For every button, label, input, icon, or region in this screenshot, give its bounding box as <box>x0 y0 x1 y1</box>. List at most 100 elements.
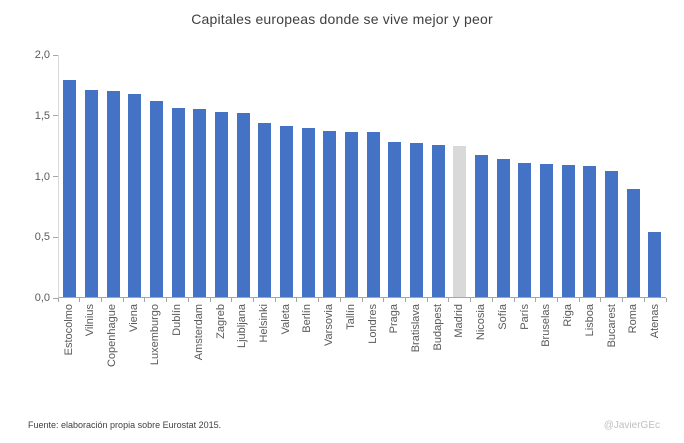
bar <box>561 165 575 297</box>
x-axis-label: Vilnius <box>84 304 97 337</box>
chart-title: Capitales europeas donde se vive mejor y… <box>191 11 493 27</box>
x-label-slot: Lisboa <box>579 304 601 400</box>
x-tick <box>665 298 667 302</box>
x-label-slot: Riga <box>558 304 580 400</box>
x-axis-label: Budapest <box>431 304 444 351</box>
x-label-slot: Helsinki <box>253 304 275 400</box>
x-axis-label: Roma <box>627 304 640 334</box>
bar <box>431 144 445 297</box>
x-axis-label: Atenas <box>648 304 661 339</box>
x-axis-label: París <box>518 304 531 330</box>
x-axis-label: Riga <box>562 304 575 327</box>
x-tick <box>274 298 276 302</box>
x-axis-label: Tallín <box>344 304 357 330</box>
bar-slot <box>167 55 189 297</box>
bar <box>388 142 402 297</box>
bar <box>540 163 554 297</box>
bar-slot <box>514 55 536 297</box>
x-tick <box>187 298 189 302</box>
bar-slot <box>146 55 168 297</box>
x-axis-label: Luxemburgo <box>149 304 162 366</box>
bar-slot <box>211 55 233 297</box>
source-note: Fuente: elaboración propia sobre Eurosta… <box>28 420 222 430</box>
x-tick <box>448 298 450 302</box>
bar-slot <box>384 55 406 297</box>
y-tick <box>53 297 58 299</box>
x-tick <box>535 298 537 302</box>
bar-slot <box>622 55 644 297</box>
x-axis-label: Praga <box>388 304 401 334</box>
x-tick <box>578 298 580 302</box>
bar <box>345 132 359 297</box>
bar-slot <box>59 55 81 297</box>
x-axis-label: Amsterdam <box>192 304 205 361</box>
bar-slot <box>102 55 124 297</box>
x-axis-label: Ljubljana <box>236 304 249 349</box>
x-axis-label: Varsovia <box>323 304 336 346</box>
y-tick <box>53 115 58 117</box>
x-label-slot: Amsterdam <box>188 304 210 400</box>
x-label-slot: Bucarest <box>601 304 623 400</box>
bar-slot <box>124 55 146 297</box>
bar <box>518 162 532 297</box>
x-tick <box>144 298 146 302</box>
bar <box>410 143 424 297</box>
bar <box>648 231 662 297</box>
bar <box>605 171 619 297</box>
bar <box>236 113 250 297</box>
bar-slot <box>362 55 384 297</box>
y-tick-label: 0,5 <box>34 231 50 244</box>
bar-slot <box>319 55 341 297</box>
x-label-slot: Luxemburgo <box>145 304 167 400</box>
x-label-slot: Roma <box>623 304 645 400</box>
x-label-slot: París <box>514 304 536 400</box>
bar-slot <box>81 55 103 297</box>
y-tick-label: 2,0 <box>34 49 50 61</box>
bar-slot <box>297 55 319 297</box>
x-axis-label: Helsinki <box>258 304 270 343</box>
x-label-slot: Atenas <box>644 304 666 400</box>
bar <box>85 90 98 297</box>
author-credit: @JavierGEc <box>603 420 660 431</box>
x-axis-label: Estocolmo <box>62 304 75 356</box>
bar <box>193 109 207 297</box>
x-tick <box>296 298 298 302</box>
bar <box>583 166 597 297</box>
bar-highlighted <box>453 145 467 297</box>
x-label-slot: Valeta <box>275 304 297 400</box>
x-label-slot: Praga <box>384 304 406 400</box>
x-axis-label: Madrid <box>453 304 466 338</box>
x-label-slot: Londres <box>362 304 384 400</box>
x-tick <box>318 298 320 302</box>
x-axis-label: Valeta <box>279 304 292 335</box>
bar <box>626 189 640 297</box>
x-label-slot: Bruselas <box>536 304 558 400</box>
bar-slot <box>579 55 601 297</box>
bar <box>280 126 294 297</box>
x-axis-label: Bratislava <box>410 304 423 353</box>
bar <box>366 132 380 297</box>
x-axis-label: Bruselas <box>540 304 553 347</box>
bar-slot <box>449 55 471 297</box>
x-label-slot: Estocolmo <box>58 304 80 400</box>
x-label-slot: Copenhague <box>101 304 123 400</box>
y-tick <box>53 176 58 177</box>
bar-slot <box>427 55 449 297</box>
x-tick <box>643 298 645 302</box>
x-tick <box>491 298 493 302</box>
bar <box>475 155 489 297</box>
x-tick <box>339 298 341 302</box>
x-label-slot: Tallín <box>340 304 362 400</box>
x-axis-labels: Estocolmo Vilnius Copenhague Viena Luxemburg… <box>58 304 666 400</box>
bar <box>150 100 164 297</box>
x-tick <box>209 298 211 302</box>
bar-slot <box>341 55 363 297</box>
bar-slot <box>644 55 666 297</box>
bar-slot <box>536 55 558 297</box>
bar-slot <box>601 55 623 297</box>
x-tick <box>470 298 472 302</box>
bar-slot <box>276 55 298 297</box>
x-axis-label: Nicosia <box>475 304 488 341</box>
bar-slot <box>254 55 276 297</box>
y-tick <box>53 54 58 56</box>
